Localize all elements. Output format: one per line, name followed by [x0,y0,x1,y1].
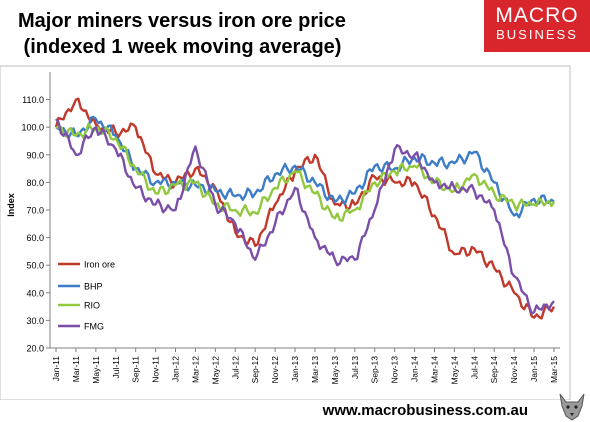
x-tick-label: Sep-13 [370,356,380,384]
legend: Iron ore BHP RIO FMG [58,260,115,332]
chart-border [0,65,571,401]
y-tick-label: 50.0 [26,261,44,271]
x-tick-label: Sep-11 [131,356,141,383]
footer-url: www.macrobusiness.com.au [322,402,528,419]
y-tick-label: 60.0 [26,233,44,243]
logo-word-business: BUSINESS [496,27,578,42]
x-tick-label: Jan-13 [290,356,300,382]
y-axis-label: Index [6,193,16,217]
x-tick-label: Jul-14 [469,356,479,379]
wolf-logo-icon [559,393,585,421]
x-tick-label: Nov-12 [270,356,280,384]
x-tick-label: Jan-14 [410,356,420,382]
chart-title-line-1: Major miners versus iron ore price [18,10,346,32]
x-tick-label: Jan-12 [171,356,181,382]
series-line-rio [55,122,556,222]
line-chart: 20.0 30.0 40.0 50.0 60.0 70.0 80.0 90.0 100.0 110… [0,65,571,401]
series-line-iron-ore [54,97,556,320]
x-tick-label: May-11 [91,356,101,384]
chart-title-line-2: (indexed 1 week moving average) [18,36,342,58]
legend-label: RIO [84,301,100,311]
x-tick-label: Jan-11 [51,356,61,382]
x-tick-label: Mar-12 [190,356,200,383]
legend-label: BHP [84,282,103,292]
legend-label: Iron ore [84,260,115,270]
legend-label: FMG [84,322,104,332]
y-tick-label: 90.0 [26,150,44,160]
y-tick-label: 80.0 [26,178,44,188]
x-tick-label: Jul-13 [350,356,360,379]
x-tick-label: May-14 [449,356,459,385]
series-line-fmg [55,118,555,315]
y-tick-label: 30.0 [26,316,44,326]
macrobusiness-logo: MACRO BUSINESS [484,0,590,52]
x-tick-label: Sep-12 [250,356,260,384]
y-tick-label: 100.0 [21,123,44,133]
x-tick-label: Sep-14 [489,356,499,384]
x-tick-label: Mar-13 [310,356,320,383]
x-tick-label: May-13 [330,356,340,385]
x-tick-label: Jan-15 [529,356,539,382]
x-tick-label: Nov-13 [390,356,400,384]
x-tick-label: Jul-11 [111,356,121,379]
y-axis: 20.0 30.0 40.0 50.0 60.0 70.0 80.0 90.0 100.0 110… [21,72,51,354]
chart-area: 20.0 30.0 40.0 50.0 60.0 70.0 80.0 90.0 100.0 110… [0,60,590,401]
x-tick-label: Mar-14 [429,356,439,383]
x-tick-label: Nov-14 [509,356,519,384]
x-tick-label: Mar-15 [549,356,559,383]
x-tick-label: May-12 [210,356,220,385]
x-tick-label: Mar-11 [71,356,81,383]
series-lines [54,97,556,320]
series-line-bhp [55,115,555,219]
logo-word-macro: MACRO [495,4,579,27]
x-tick-label: Jul-12 [230,356,240,379]
y-tick-label: 110.0 [22,95,44,105]
x-axis: Jan-11 Mar-11 May-11 Jul-11 Sep-11 Nov-11 Jan-… [50,347,560,385]
x-tick-label: Nov-11 [151,356,161,383]
y-tick-label: 20.0 [26,344,44,354]
y-tick-label: 70.0 [26,206,44,216]
y-tick-label: 40.0 [26,288,44,298]
chart-title: Major miners versus iron ore price (inde… [18,8,346,60]
